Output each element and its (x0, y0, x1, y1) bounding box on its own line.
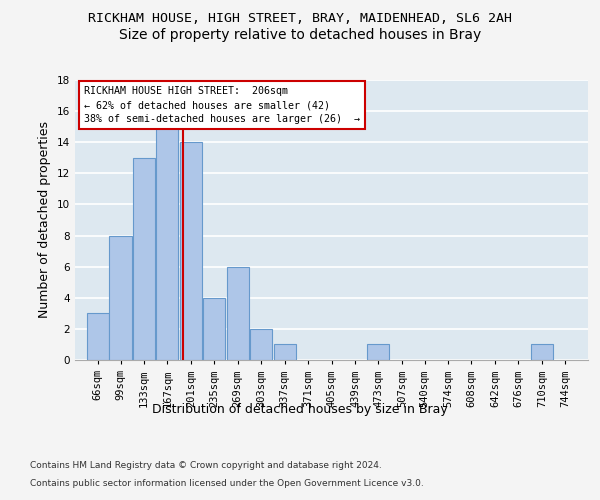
Bar (531, 344, 553, 360)
Bar (227, 266, 249, 360)
Bar (133, 158, 155, 360)
Bar (180, 142, 202, 360)
Text: Contains public sector information licensed under the Open Government Licence v3: Contains public sector information licen… (30, 478, 424, 488)
Text: RICKHAM HOUSE HIGH STREET:  206sqm
← 62% of detached houses are smaller (42)
38%: RICKHAM HOUSE HIGH STREET: 206sqm ← 62% … (85, 86, 361, 124)
Bar (87, 314, 109, 360)
Bar (157, 126, 178, 360)
Y-axis label: Number of detached properties: Number of detached properties (38, 122, 52, 318)
Bar (109, 236, 131, 360)
Bar (274, 344, 296, 360)
Text: RICKHAM HOUSE, HIGH STREET, BRAY, MAIDENHEAD, SL6 2AH: RICKHAM HOUSE, HIGH STREET, BRAY, MAIDEN… (88, 12, 512, 26)
Text: Size of property relative to detached houses in Bray: Size of property relative to detached ho… (119, 28, 481, 42)
Bar (250, 329, 272, 360)
Bar (203, 298, 226, 360)
Text: Contains HM Land Registry data © Crown copyright and database right 2024.: Contains HM Land Registry data © Crown c… (30, 461, 382, 470)
Text: Distribution of detached houses by size in Bray: Distribution of detached houses by size … (152, 402, 448, 415)
Bar (367, 344, 389, 360)
